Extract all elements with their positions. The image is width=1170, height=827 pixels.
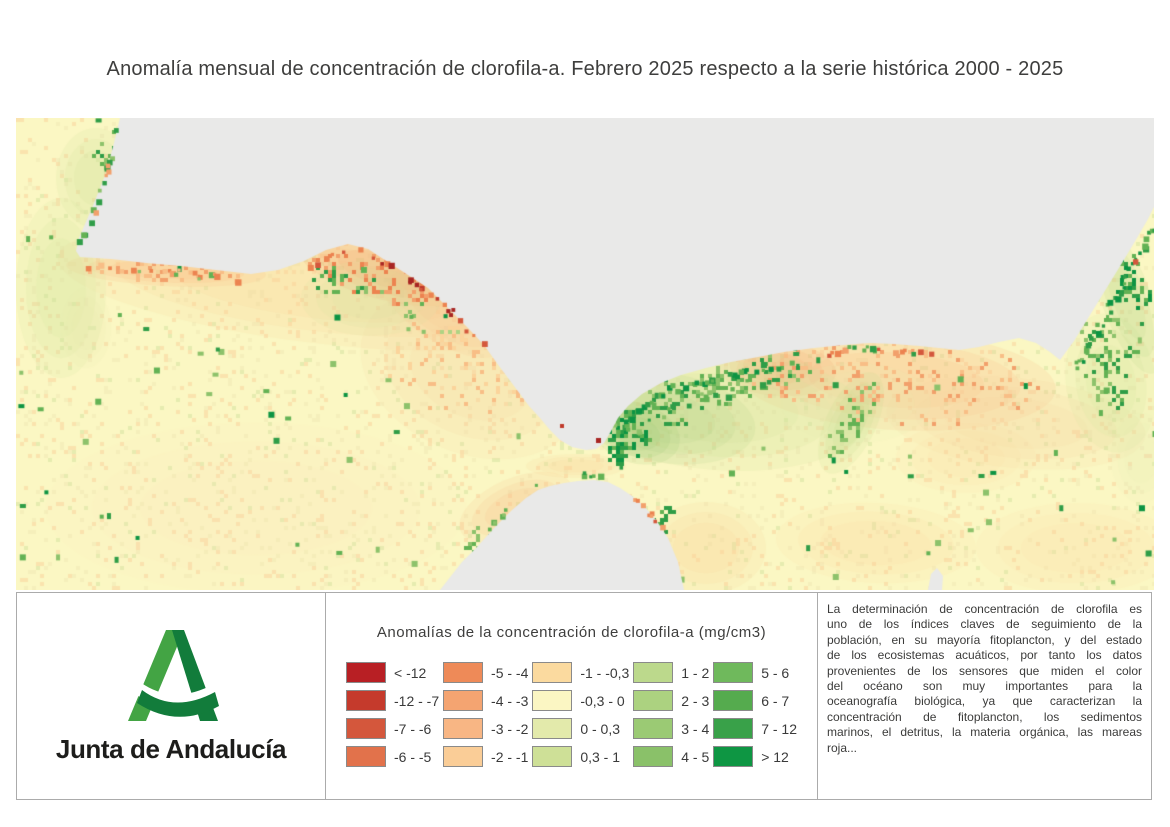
legend-item: 1 - 2 [633, 662, 709, 683]
logo-panel: Junta de Andalucía [16, 592, 326, 800]
legend-label: 4 - 5 [681, 748, 710, 765]
legend-label: 0 - 0,3 [580, 720, 621, 737]
legend-label: 3 - 4 [681, 720, 710, 737]
legend-item: 5 - 6 [713, 662, 797, 683]
legend-label: > 12 [761, 748, 789, 765]
legend-column: 5 - 6 6 - 7 7 - 12 > 12 [713, 662, 797, 767]
legend-swatch [713, 718, 754, 739]
legend-swatch [633, 690, 674, 711]
legend-item: -5 - -4 [443, 662, 528, 683]
legend-label: 2 - 3 [681, 692, 710, 709]
legend-item: -4 - -3 [443, 690, 528, 711]
legend-item: -2 - -1 [443, 746, 528, 767]
page-title: Anomalía mensual de concentración de clo… [106, 58, 1064, 80]
legend-item: 0,3 - 1 [532, 746, 629, 767]
legend-label: -7 - -6 [394, 720, 432, 737]
legend-label: -6 - -5 [394, 748, 432, 765]
legend-item: 3 - 4 [633, 718, 709, 739]
junta-de-andalucia-a-icon [128, 630, 219, 721]
legend-grid: < -12 -12 - -7 -7 - -6 -6 - -5 -5 - -4 -4 - -… [326, 662, 817, 767]
legend-column: 1 - 2 2 - 3 3 - 4 4 - 5 [633, 662, 709, 767]
chlorophyll-anomaly-map [16, 118, 1154, 590]
legend-label: -1 - -0,3 [580, 664, 630, 681]
legend-swatch [532, 718, 573, 739]
legend-item: -1 - -0,3 [532, 662, 629, 683]
legend-item: -12 - -7 [346, 690, 439, 711]
legend-column: -1 - -0,3 -0,3 - 0 0 - 0,3 0,3 - 1 [532, 662, 629, 767]
legend-item: 4 - 5 [633, 746, 709, 767]
legend-swatch [346, 718, 386, 739]
legend-swatch [633, 746, 674, 767]
legend-label: 6 - 7 [761, 692, 790, 709]
legend-swatch [713, 690, 754, 711]
legend-label: < -12 [394, 664, 427, 681]
legend-title: Anomalías de la concentración de clorofi… [376, 624, 767, 641]
legend-item: 6 - 7 [713, 690, 797, 711]
info-panel: La determinación de concentración de clo… [817, 592, 1152, 800]
legend-swatch [443, 746, 484, 767]
footer-row: Junta de Andalucía Anomalías de la conce… [16, 592, 1154, 800]
legend-swatch [443, 690, 484, 711]
legend-label: 7 - 12 [761, 720, 797, 737]
org-name: Junta de Andalucía [55, 734, 287, 764]
legend-swatch [532, 690, 573, 711]
legend-label: -12 - -7 [394, 692, 440, 709]
legend-item: -3 - -2 [443, 718, 528, 739]
legend-item: < -12 [346, 662, 439, 683]
legend-swatch [633, 718, 674, 739]
legend-label: -0,3 - 0 [580, 692, 625, 709]
legend-label: -5 - -4 [491, 664, 529, 681]
legend-item: 2 - 3 [633, 690, 709, 711]
legend-swatch [346, 662, 386, 683]
legend-column: < -12 -12 - -7 -7 - -6 -6 - -5 [346, 662, 439, 767]
map-panel [16, 118, 1154, 590]
legend-panel: Anomalías de la concentración de clorofi… [325, 592, 818, 800]
legend-label: -4 - -3 [491, 692, 529, 709]
legend-item: 0 - 0,3 [532, 718, 629, 739]
legend-swatch [633, 662, 674, 683]
legend-label: -3 - -2 [491, 720, 529, 737]
legend-label: 0,3 - 1 [580, 748, 621, 765]
info-text: La determinación de concentración de clo… [827, 602, 1142, 755]
legend-item: -6 - -5 [346, 746, 439, 767]
legend-swatch [346, 746, 386, 767]
legend-swatch [532, 662, 573, 683]
legend-swatch [346, 690, 386, 711]
legend-label: 5 - 6 [761, 664, 790, 681]
legend-swatch [443, 718, 484, 739]
legend-swatch [532, 746, 573, 767]
legend-item: -7 - -6 [346, 718, 439, 739]
legend-swatch [443, 662, 484, 683]
legend-swatch [713, 662, 754, 683]
legend-item: -0,3 - 0 [532, 690, 629, 711]
legend-label: 1 - 2 [681, 664, 710, 681]
legend-item: 7 - 12 [713, 718, 797, 739]
legend-label: -2 - -1 [491, 748, 529, 765]
legend-swatch [713, 746, 754, 767]
legend-column: -5 - -4 -4 - -3 -3 - -2 -2 - -1 [443, 662, 528, 767]
legend-item: > 12 [713, 746, 797, 767]
